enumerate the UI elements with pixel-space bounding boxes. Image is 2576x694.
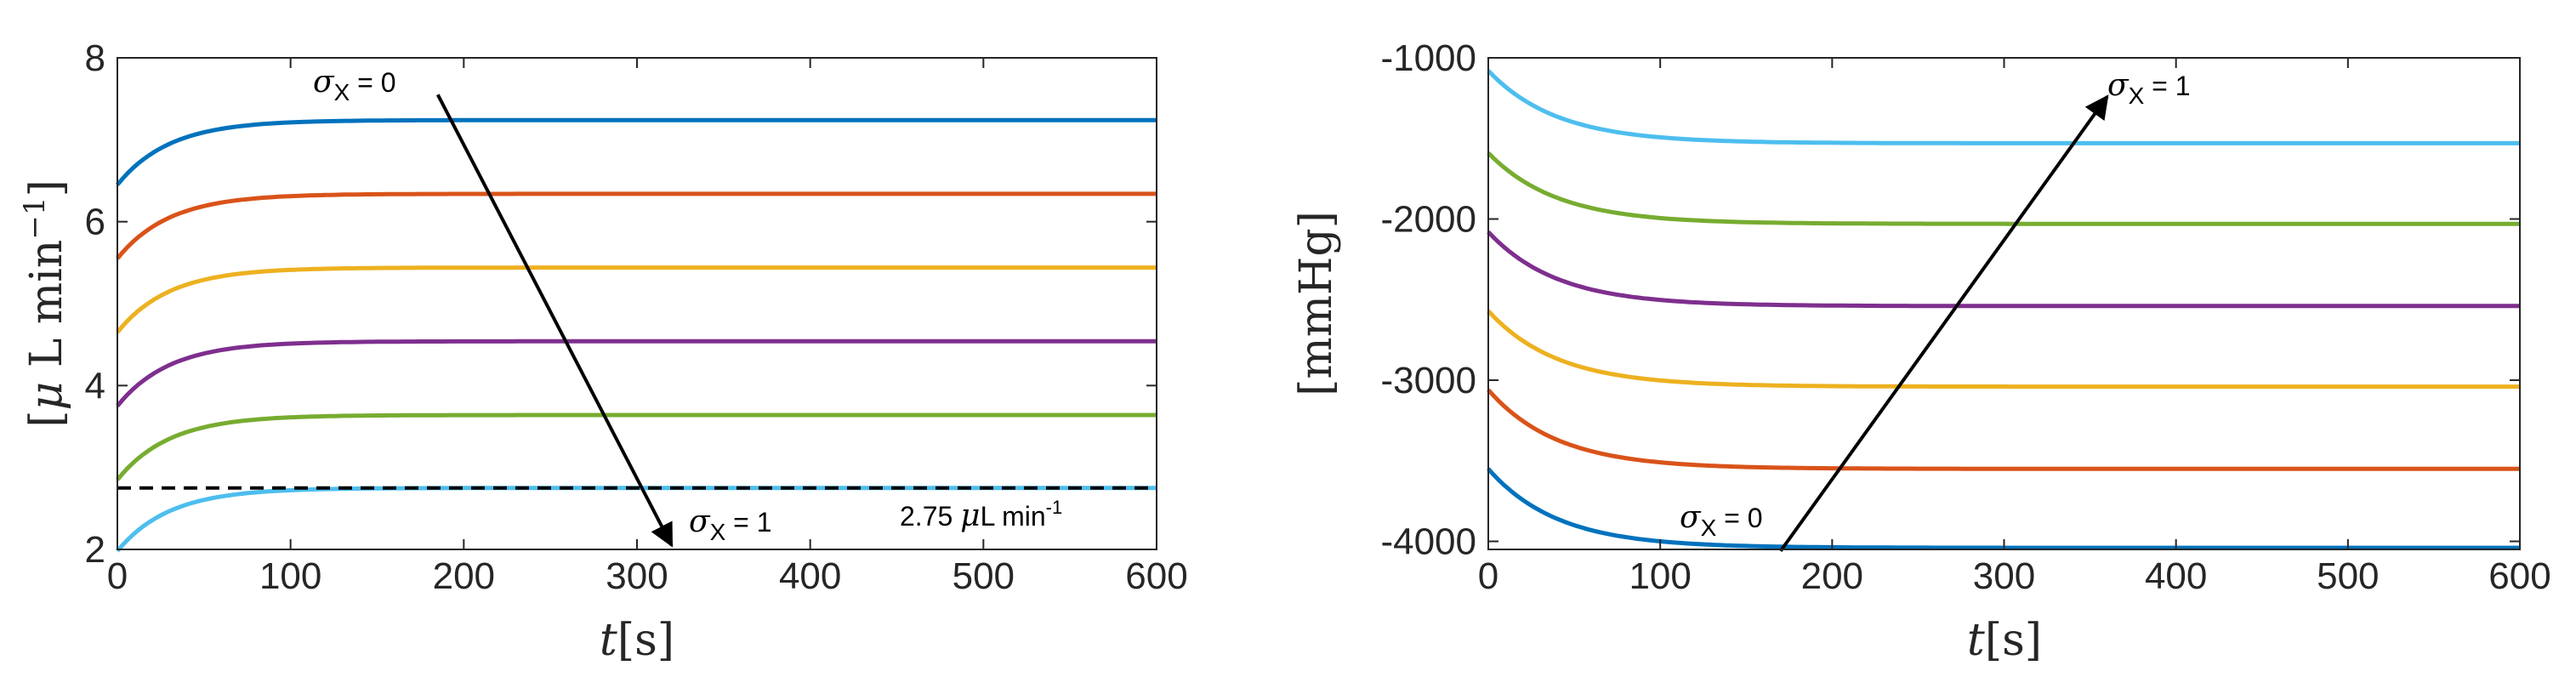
left-y-ticks: 2 4 6 8 xyxy=(85,37,1157,571)
left-annotation-bottom: σX = 1 xyxy=(689,504,772,545)
x-tick-label: 400 xyxy=(2145,555,2207,597)
left-annotation-top: σX = 0 xyxy=(313,65,396,105)
right-x-axis-label: t[s] xyxy=(1967,615,2042,666)
right-chart: 0 100 200 300 400 500 600 -4000 -3000 -2000 -1000… xyxy=(1291,37,2551,666)
y-tick-label: 8 xyxy=(85,37,105,79)
y-tick-label: 4 xyxy=(85,365,105,407)
y-tick-label: 6 xyxy=(85,202,105,243)
right-x-ticks: 0 100 200 300 400 500 600 xyxy=(1478,58,2551,597)
left-x-ticks: 0 100 200 300 400 500 600 xyxy=(107,58,1188,597)
right-sigma-arrow xyxy=(1779,94,2109,553)
y-tick-label: -4000 xyxy=(1380,521,1476,563)
left-reference-label: 2.75 μL min-1 xyxy=(900,497,1062,533)
x-tick-label: 200 xyxy=(433,555,495,597)
x-tick-label: 0 xyxy=(1478,555,1498,597)
x-tick-label: 500 xyxy=(952,555,1015,597)
right-annotation-bottom: σX = 0 xyxy=(1680,500,1763,541)
x-tick-label: 500 xyxy=(2317,555,2379,597)
series-line-2 xyxy=(1487,151,2520,226)
series-line-6 xyxy=(1487,467,2520,550)
series-line-3 xyxy=(1487,230,2520,309)
y-tick-label: 2 xyxy=(85,529,105,571)
x-tick-label: 600 xyxy=(1125,555,1187,597)
right-annotation-top: σX = 1 xyxy=(2107,68,2191,109)
x-tick-label: 600 xyxy=(2488,555,2550,597)
series-line-2 xyxy=(116,191,1157,260)
series-line-4 xyxy=(1487,309,2520,390)
x-tick-label: 0 xyxy=(107,555,128,597)
left-sigma-arrow xyxy=(436,94,674,548)
left-x-axis-label: t[s] xyxy=(600,615,674,666)
series-line-3 xyxy=(116,265,1157,334)
x-tick-label: 300 xyxy=(606,555,668,597)
y-tick-label: -2000 xyxy=(1380,199,1476,241)
left-y-axis-label: [μ L min−1] xyxy=(18,179,72,428)
x-tick-label: 200 xyxy=(1801,555,1863,597)
series-line-1 xyxy=(1487,69,2520,145)
right-series-group xyxy=(1487,69,2520,550)
series-line-5 xyxy=(116,412,1157,481)
right-y-ticks: -4000 -3000 -2000 -1000 xyxy=(1380,37,2520,563)
x-tick-label: 100 xyxy=(1629,555,1691,597)
left-chart: 0 100 200 300 400 500 600 2 4 6 8 σX = 0 σX = 1 2… xyxy=(18,37,1188,666)
y-tick-label: -1000 xyxy=(1380,37,1476,79)
series-line-5 xyxy=(1487,388,2520,471)
x-tick-label: 300 xyxy=(1973,555,2035,597)
series-line-4 xyxy=(116,338,1157,408)
y-tick-label: -3000 xyxy=(1380,360,1476,401)
x-tick-label: 100 xyxy=(259,555,321,597)
series-line-1 xyxy=(116,117,1157,186)
x-tick-label: 400 xyxy=(779,555,841,597)
right-y-axis-label: [mmHg] xyxy=(1291,211,1342,396)
right-plot-frame xyxy=(1487,57,2521,550)
